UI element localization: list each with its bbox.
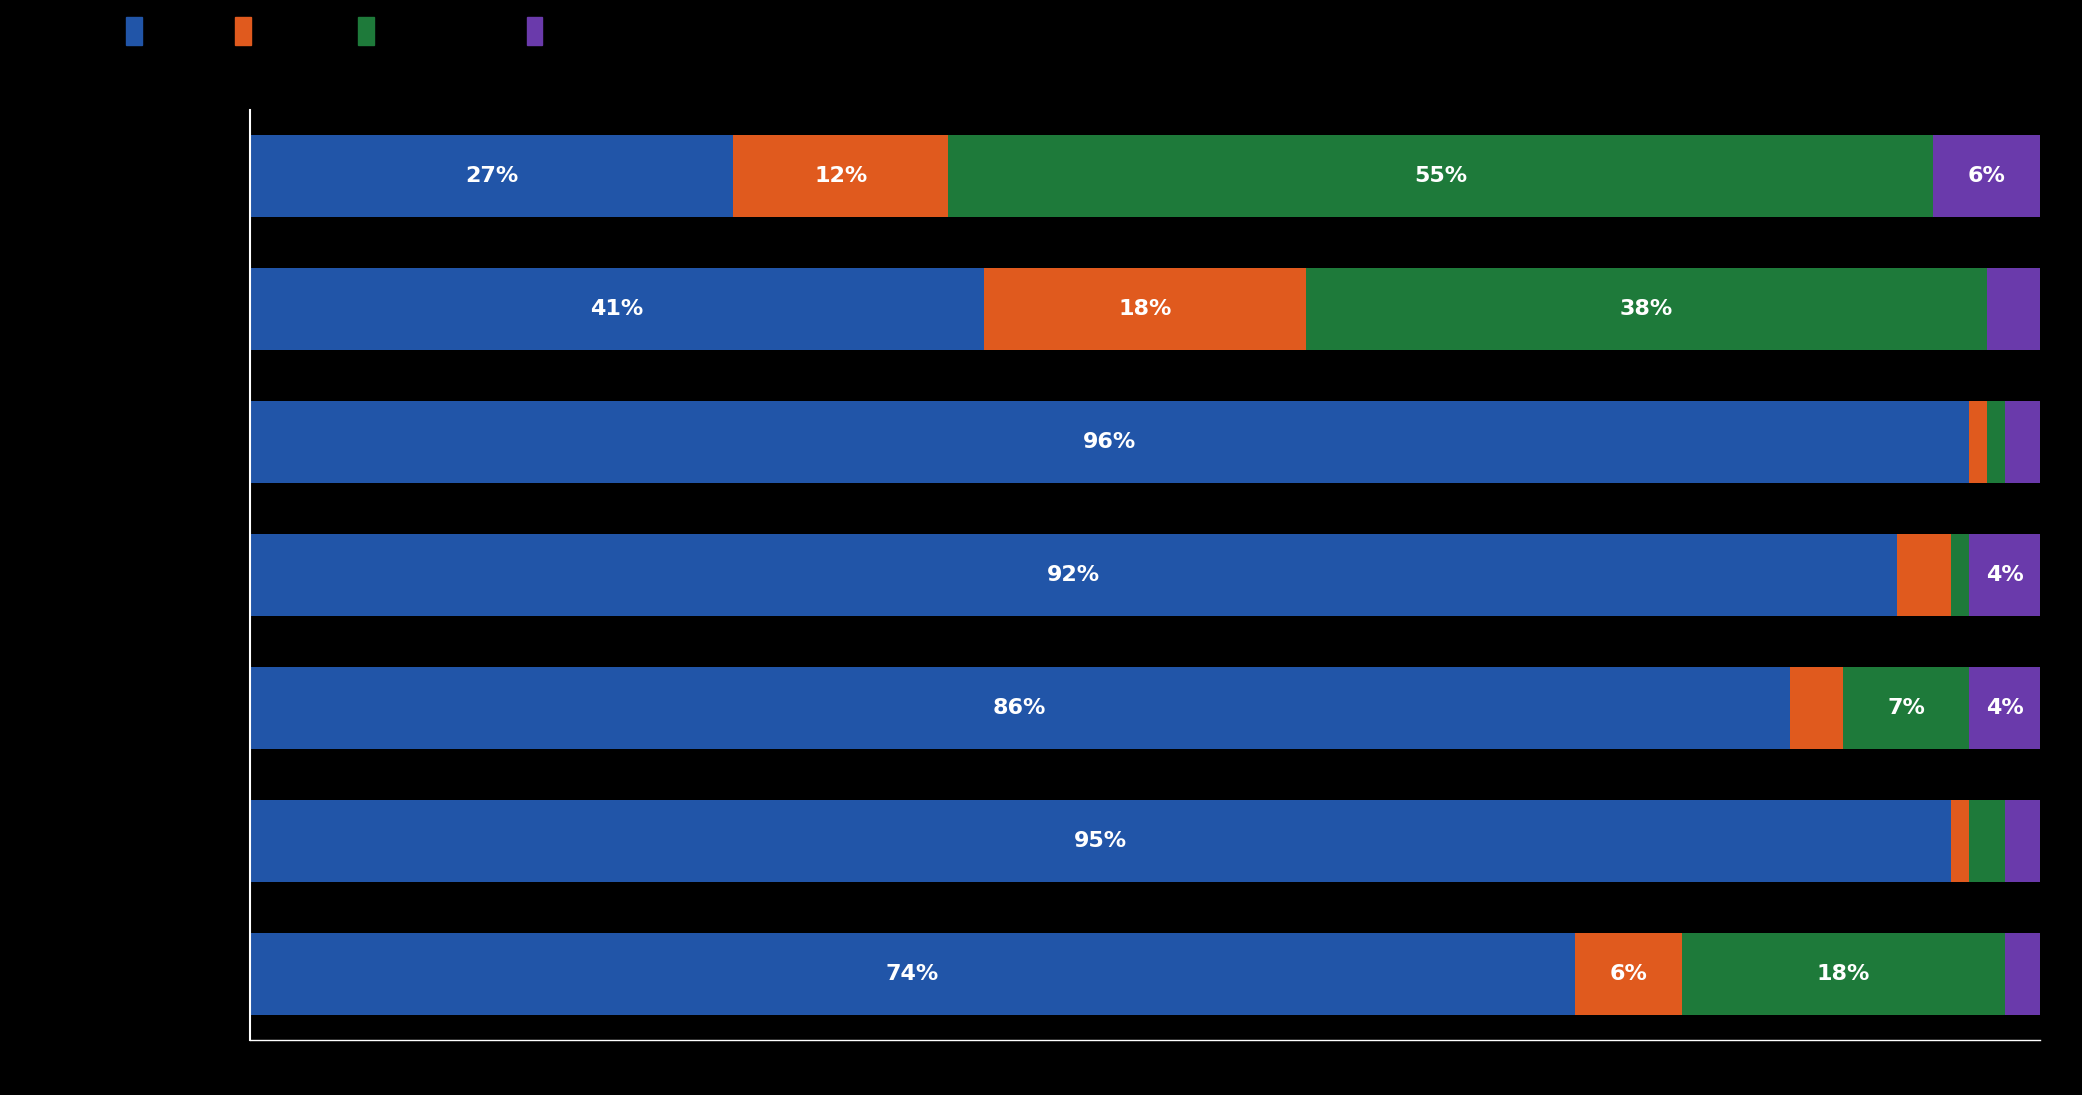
Bar — [1986, 268, 2040, 350]
Bar — [1897, 533, 1951, 616]
Bar — [1843, 667, 1970, 749]
Bar — [1791, 667, 1843, 749]
Bar — [2005, 401, 2040, 483]
Text: 4%: 4% — [1986, 565, 2024, 585]
Text: 41%: 41% — [591, 299, 643, 319]
Bar — [250, 933, 1574, 1015]
Text: 6%: 6% — [1967, 166, 2005, 186]
Legend: Ja, Nei, Vet ikke, Ikke aktuelt: Ja, Nei, Vet ikke, Ikke aktuelt — [117, 8, 675, 55]
Bar — [2005, 799, 2040, 883]
Bar — [1970, 401, 1986, 483]
Bar — [250, 533, 1897, 616]
Text: 55%: 55% — [1414, 166, 1468, 186]
Text: 18%: 18% — [1118, 299, 1172, 319]
Bar — [947, 135, 1932, 217]
Bar — [2005, 933, 2040, 1015]
Bar — [1305, 268, 1986, 350]
Text: 12%: 12% — [814, 166, 868, 186]
Text: 96%: 96% — [1083, 431, 1137, 452]
Bar — [733, 135, 947, 217]
Text: 74%: 74% — [885, 964, 939, 983]
Text: 92%: 92% — [1047, 565, 1099, 585]
Text: 6%: 6% — [1609, 964, 1647, 983]
Bar — [250, 667, 1791, 749]
Bar — [1970, 667, 2040, 749]
Text: 38%: 38% — [1620, 299, 1674, 319]
Text: 4%: 4% — [1986, 698, 2024, 718]
Bar — [1574, 933, 1682, 1015]
Text: 7%: 7% — [1886, 698, 1926, 718]
Bar — [1986, 401, 2005, 483]
Bar — [250, 401, 1970, 483]
Text: 27%: 27% — [464, 166, 518, 186]
Bar — [1682, 933, 2005, 1015]
Bar — [1970, 799, 2005, 883]
Bar — [1951, 533, 1970, 616]
Bar — [1951, 799, 1970, 883]
Bar — [250, 135, 733, 217]
Bar — [1932, 135, 2040, 217]
Bar — [250, 799, 1951, 883]
Bar — [1970, 533, 2040, 616]
Text: 18%: 18% — [1818, 964, 1870, 983]
Bar — [250, 268, 985, 350]
Text: 86%: 86% — [993, 698, 1047, 718]
Text: 95%: 95% — [1074, 831, 1126, 851]
Bar — [985, 268, 1305, 350]
